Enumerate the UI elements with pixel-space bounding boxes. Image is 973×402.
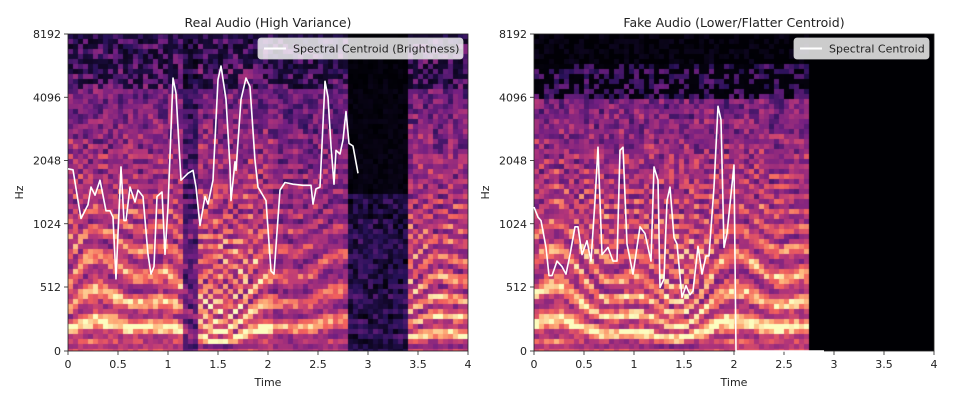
y-tick-label: 512 xyxy=(506,281,527,294)
spectral-centroid-line xyxy=(533,105,824,352)
chart-title: Fake Audio (Lower/Flatter Centroid) xyxy=(623,15,844,30)
legend: Spectral Centroid xyxy=(793,37,930,60)
axes-fake: Fake Audio (Lower/Flatter Centroid) Time H… xyxy=(479,15,938,389)
y-tick-label: 4096 xyxy=(33,91,61,104)
spectral-centroid-line xyxy=(67,65,359,280)
y-tick-label: 1024 xyxy=(33,218,61,231)
legend: Spectral Centroid (Brightness) xyxy=(257,37,464,60)
legend-label: Spectral Centroid (Brightness) xyxy=(293,43,459,56)
y-tick-label: 512 xyxy=(40,281,61,294)
x-tick-label: 2 xyxy=(265,358,272,371)
y-tick-label: 2048 xyxy=(33,155,61,168)
spectrogram-real xyxy=(68,34,468,351)
x-axis-label: Time xyxy=(720,376,748,389)
y-tick-label: 2048 xyxy=(499,155,527,168)
x-tick-label: 3 xyxy=(365,358,372,371)
x-tick-label: 1.5 xyxy=(209,358,227,371)
y-tick-label: 8192 xyxy=(499,28,527,41)
axes-frame xyxy=(67,33,469,352)
x-tick-label: 2.5 xyxy=(775,358,793,371)
x-tick-label: 0 xyxy=(65,358,72,371)
x-tick-label: 1.5 xyxy=(675,358,693,371)
y-tick-label: 4096 xyxy=(499,91,527,104)
axes-real: Real Audio (High Variance) Time Hz 0 0.5 1 1.5… xyxy=(13,15,472,389)
y-tick-label: 0 xyxy=(54,345,61,358)
y-axis-label: Hz xyxy=(479,185,492,199)
chart-title: Real Audio (High Variance) xyxy=(185,15,352,30)
x-tick-label: 3.5 xyxy=(409,358,427,371)
y-tick-label: 0 xyxy=(520,345,527,358)
y-tick-label: 1024 xyxy=(499,218,527,231)
x-tick-label: 1 xyxy=(165,358,172,371)
x-tick-label: 2 xyxy=(731,358,738,371)
x-tick-label: 4 xyxy=(931,358,938,371)
legend-box xyxy=(257,37,464,60)
x-tick-label: 0.5 xyxy=(109,358,127,371)
x-tick-label: 2.5 xyxy=(309,358,327,371)
x-tick-label: 0.5 xyxy=(575,358,593,371)
x-tick-label: 0 xyxy=(531,358,538,371)
legend-box xyxy=(793,37,930,60)
x-tick-label: 1 xyxy=(631,358,638,371)
x-tick-label: 3.5 xyxy=(875,358,893,371)
x-tick-label: 4 xyxy=(465,358,472,371)
x-axis-label: Time xyxy=(254,376,282,389)
x-tick-label: 3 xyxy=(831,358,838,371)
y-axis-label: Hz xyxy=(13,185,26,199)
legend-label: Spectral Centroid xyxy=(829,43,925,56)
y-tick-label: 8192 xyxy=(33,28,61,41)
